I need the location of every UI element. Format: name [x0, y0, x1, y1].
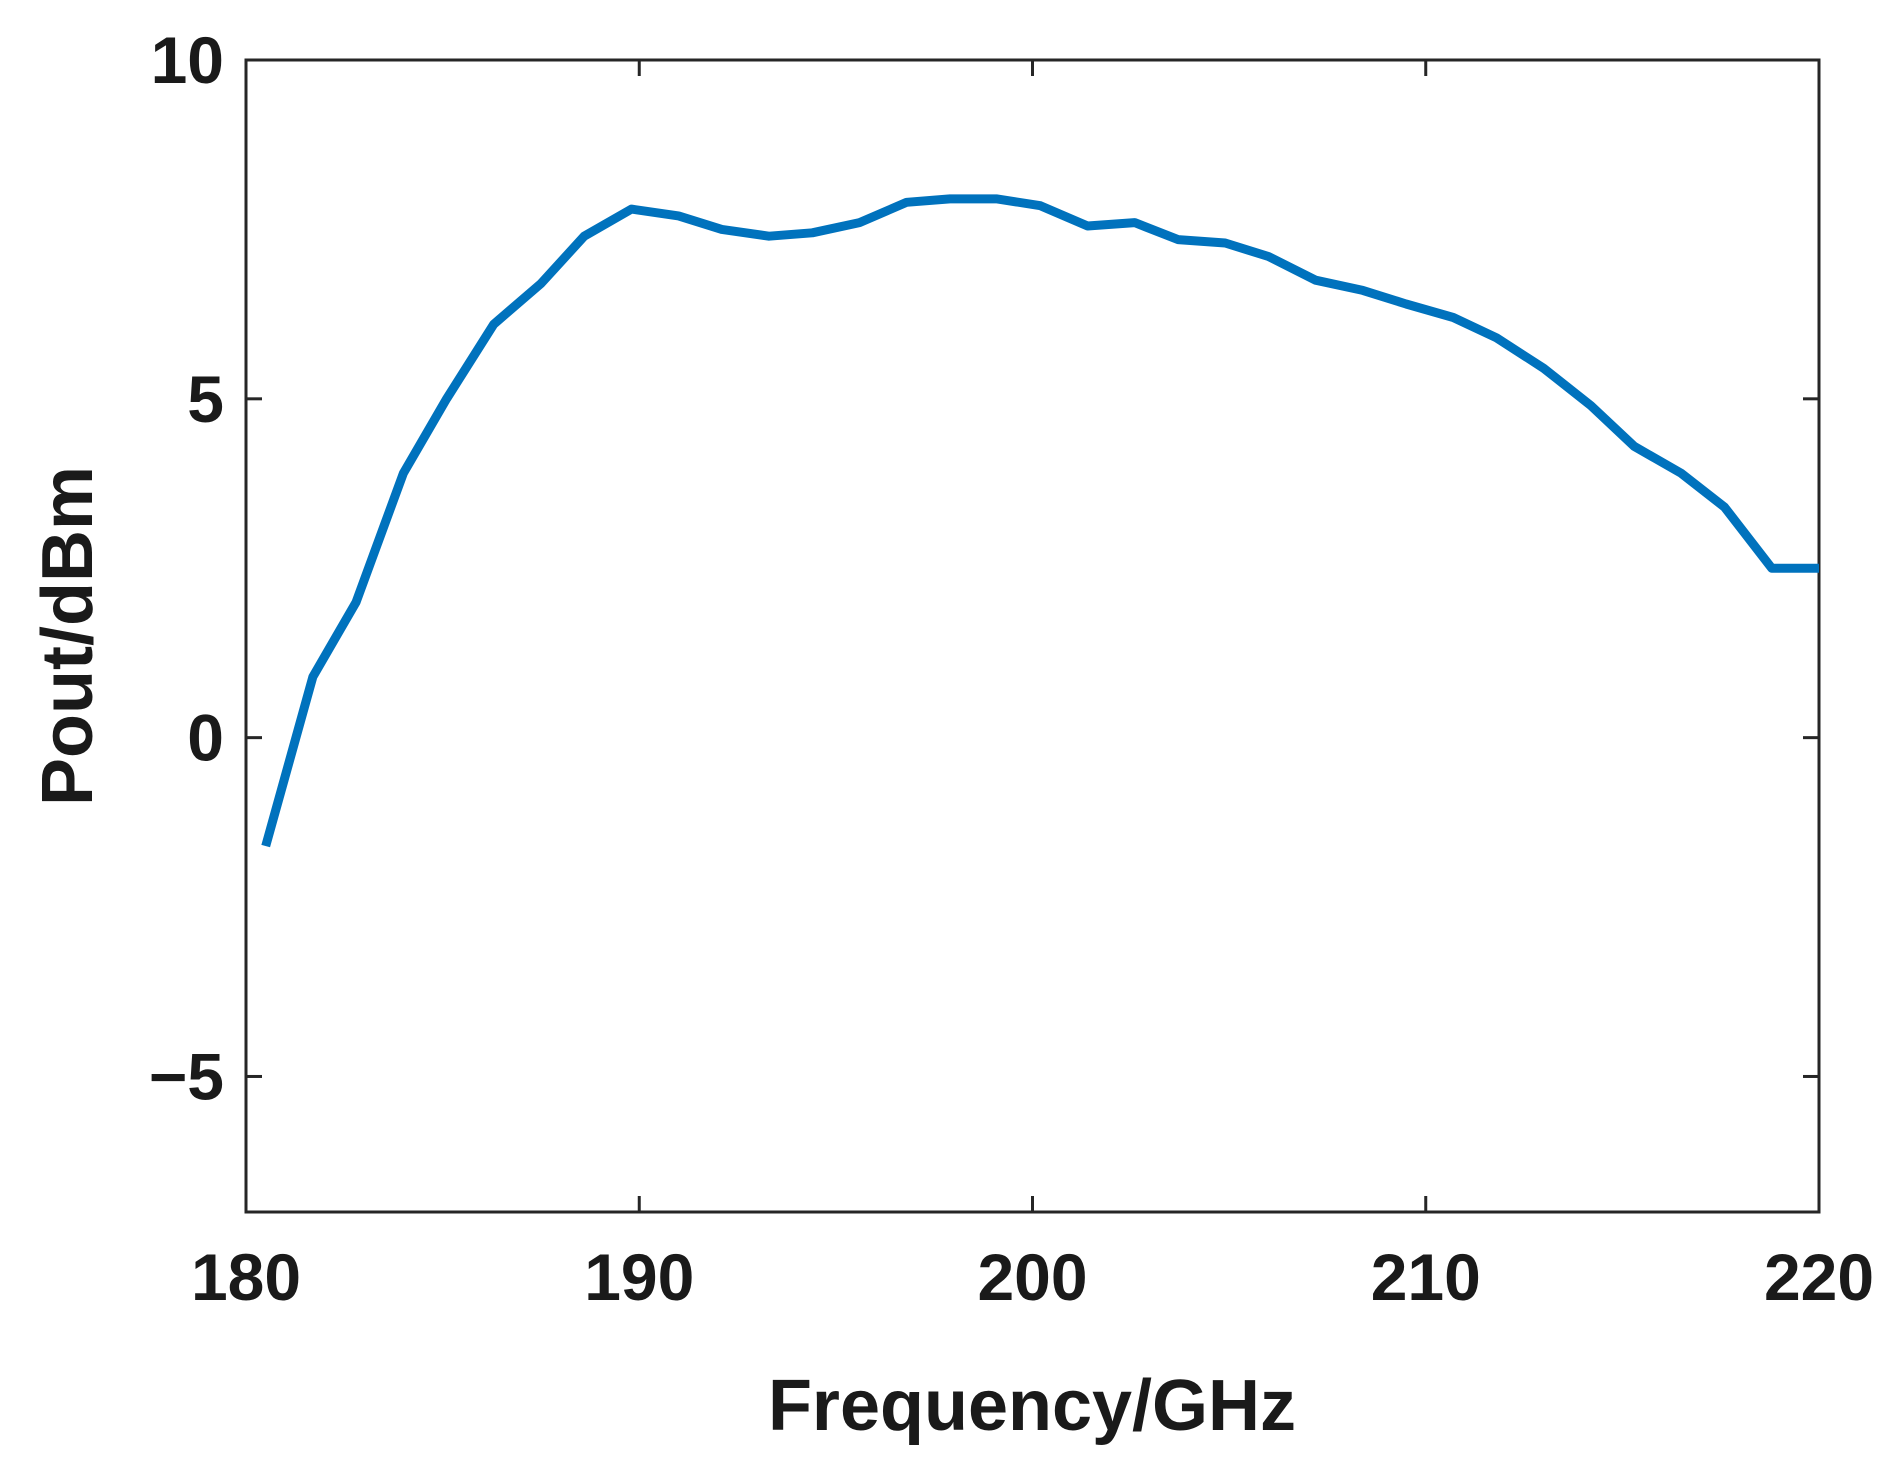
data-point: [403, 473, 404, 474]
y-tick-label: −5: [149, 1039, 224, 1113]
y-tick-label: 5: [187, 362, 224, 436]
data-point: [1681, 473, 1682, 474]
x-tick-label: 220: [1764, 1240, 1874, 1314]
data-point: [1496, 337, 1497, 338]
data-point: [1134, 222, 1135, 223]
data-point: [540, 283, 541, 284]
data-point: [812, 232, 813, 233]
data-point: [1178, 239, 1179, 240]
x-tick-label: 190: [584, 1240, 694, 1314]
data-point: [1634, 446, 1635, 447]
plot-area: [244, 58, 1821, 1214]
data-point: [859, 222, 860, 223]
y-axis-title: Pout/dBm: [28, 466, 108, 806]
data-point: [1543, 368, 1544, 369]
data-point: [721, 229, 722, 230]
y-tick-label: 10: [151, 23, 224, 97]
y-tick-label: 0: [187, 701, 224, 775]
data-point: [906, 202, 907, 203]
data-point: [584, 236, 585, 237]
data-point: [631, 209, 632, 210]
data-point: [678, 215, 679, 216]
series-layer: [261, 194, 1820, 848]
x-tick-label: 200: [977, 1240, 1087, 1314]
data-point: [265, 846, 266, 847]
data-point: [1225, 243, 1226, 244]
data-point: [493, 324, 494, 325]
data-point: [1819, 568, 1820, 569]
x-axis-title: Frequency/GHz: [768, 1366, 1296, 1446]
x-tick-label: 210: [1371, 1240, 1481, 1314]
data-point: [1590, 405, 1591, 406]
data-point: [1724, 507, 1725, 508]
x-tick-label: 180: [191, 1240, 301, 1314]
data-point: [1771, 568, 1772, 569]
data-point: [1453, 317, 1454, 318]
data-point: [1040, 205, 1041, 206]
data-point: [1268, 256, 1269, 257]
data-point: [949, 198, 950, 199]
y-axis-ticks: −5 0 5 10: [149, 23, 1819, 1113]
data-point: [1087, 226, 1088, 227]
data-point: [1362, 290, 1363, 291]
data-point: [997, 198, 998, 199]
data-point: [356, 602, 357, 603]
data-point: [446, 398, 447, 399]
x-axis-ticks: 180 190 200 210 220: [191, 60, 1874, 1314]
series-line: [261, 194, 1819, 848]
data-point: [1315, 280, 1316, 281]
data-point: [1406, 304, 1407, 305]
data-point: [312, 676, 313, 677]
data-point: [769, 236, 770, 237]
